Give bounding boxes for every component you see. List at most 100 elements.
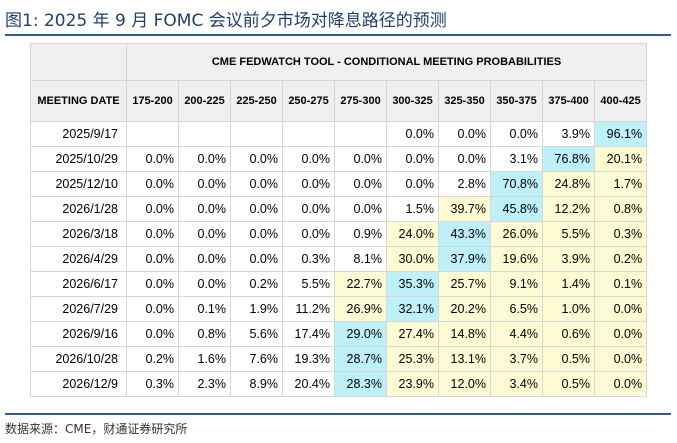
- table-row: 2026/7/29 0.0% 0.1% 1.9% 11.2% 26.9% 32.1% 20.2…: [30, 296, 648, 322]
- probability-cell: 0.0%: [178, 221, 231, 247]
- data-source-note: 数据来源：CME，财通证券研究所: [5, 422, 188, 436]
- probability-cell: 0.0%: [126, 221, 179, 247]
- probability-table: CME FEDWATCH TOOL - CONDITIONAL MEETING …: [30, 43, 648, 397]
- table-row: 2026/6/17 0.0% 0.0% 0.2% 5.5% 22.7% 35.3% 25.7%…: [30, 271, 648, 297]
- probability-cell: 2.8%: [438, 171, 491, 197]
- probability-cell-max: 28.7%: [334, 346, 387, 372]
- probability-cell: 24.8%: [542, 171, 595, 197]
- meeting-date-cell: 2025/9/17: [30, 121, 127, 147]
- rate-range-header: 375-400: [542, 80, 595, 122]
- meeting-date-header: MEETING DATE: [30, 80, 127, 122]
- probability-cell: 3.4%: [490, 371, 543, 397]
- probability-cell-max: 35.3%: [386, 271, 439, 297]
- probability-cell: 0.0%: [178, 196, 231, 222]
- probability-cell: 17.4%: [282, 321, 335, 347]
- probability-table-body: 2025/9/17 0.0% 0.0% 0.0% 3.9% 96.1% 2025/10/29…: [30, 121, 648, 397]
- probability-cell: 14.8%: [438, 321, 491, 347]
- probability-cell: 1.6%: [178, 346, 231, 372]
- rate-range-header: 400-425: [593, 80, 648, 122]
- probability-cell: 5.5%: [542, 221, 595, 247]
- probability-cell: 0.2%: [593, 246, 648, 272]
- probability-cell: 0.8%: [593, 196, 648, 222]
- probability-cell: 3.9%: [542, 246, 595, 272]
- probability-cell-max: 29.0%: [334, 321, 387, 347]
- probability-cell: 1.5%: [386, 196, 439, 222]
- probability-cell: 0.0%: [282, 171, 335, 197]
- probability-cell: 12.0%: [438, 371, 491, 397]
- column-header-row: MEETING DATE 175-200 200-225 225-250 250-27…: [30, 80, 648, 122]
- rate-range-header: 300-325: [386, 80, 439, 122]
- meeting-date-cell: 2026/1/28: [30, 196, 127, 222]
- probability-cell: 0.0%: [334, 196, 387, 222]
- probability-cell-max: 76.8%: [542, 146, 595, 172]
- probability-cell: 24.0%: [386, 221, 439, 247]
- probability-cell-max: 70.8%: [490, 171, 543, 197]
- probability-cell-max: 37.9%: [438, 246, 491, 272]
- probability-cell: 27.4%: [386, 321, 439, 347]
- probability-cell: 0.5%: [542, 346, 595, 372]
- rate-range-header: 175-200: [126, 80, 179, 122]
- table-row: 2026/9/16 0.0% 0.8% 5.6% 17.4% 29.0% 27.4% 14.8…: [30, 321, 648, 347]
- probability-cell: 12.2%: [542, 196, 595, 222]
- probability-cell-max: 32.1%: [386, 296, 439, 322]
- probability-cell: [126, 121, 179, 147]
- probability-cell: 0.0%: [593, 346, 648, 372]
- rate-range-header: 350-375: [490, 80, 543, 122]
- probability-cell: 0.0%: [178, 146, 231, 172]
- rate-range-header: 225-250: [230, 80, 283, 122]
- probability-cell: 8.1%: [334, 246, 387, 272]
- source-divider: [5, 413, 671, 415]
- probability-cell: 0.0%: [126, 146, 179, 172]
- probability-cell: 0.0%: [126, 246, 179, 272]
- probability-cell: 5.6%: [230, 321, 283, 347]
- corner-cell: [30, 43, 127, 81]
- probability-cell: 0.0%: [593, 296, 648, 322]
- table-row: 2025/10/29 0.0% 0.0% 0.0% 0.0% 0.0% 0.0% 0.0% 3.…: [30, 146, 648, 172]
- probability-cell: 19.6%: [490, 246, 543, 272]
- probability-cell: 11.2%: [282, 296, 335, 322]
- probability-cell: 2.3%: [178, 371, 231, 397]
- probability-cell: [178, 121, 231, 147]
- probability-cell: 0.2%: [230, 271, 283, 297]
- rate-range-header: 250-275: [282, 80, 335, 122]
- probability-cell: 23.9%: [386, 371, 439, 397]
- table-row: 2026/10/28 0.2% 1.6% 7.6% 19.3% 28.7% 25.3% 13.…: [30, 346, 648, 372]
- rate-range-header: 275-300: [334, 80, 387, 122]
- probability-cell: [334, 121, 387, 147]
- probability-cell: 0.0%: [230, 221, 283, 247]
- meeting-date-cell: 2025/12/10: [30, 171, 127, 197]
- table-row: 2025/12/10 0.0% 0.0% 0.0% 0.0% 0.0% 0.0% 2.8% 70…: [30, 171, 648, 197]
- figure-title: 图1: 2025 年 9 月 FOMC 会议前夕市场对降息路径的预测: [5, 11, 447, 31]
- probability-cell: 20.1%: [593, 146, 648, 172]
- probability-cell: 0.0%: [178, 246, 231, 272]
- probability-cell: 0.1%: [178, 296, 231, 322]
- probability-cell: 0.0%: [438, 121, 491, 147]
- probability-cell: 3.1%: [490, 146, 543, 172]
- title-divider: [5, 34, 671, 36]
- meeting-date-cell: 2025/10/29: [30, 146, 127, 172]
- probability-cell: 5.5%: [282, 271, 335, 297]
- probability-cell: 0.0%: [282, 221, 335, 247]
- probability-cell-max: 28.3%: [334, 371, 387, 397]
- probability-cell: 0.0%: [334, 146, 387, 172]
- probability-cell: 0.0%: [178, 171, 231, 197]
- probability-table-container: CME FEDWATCH TOOL - CONDITIONAL MEETING …: [30, 43, 648, 397]
- probability-cell: 0.0%: [386, 171, 439, 197]
- meeting-date-cell: 2026/10/28: [30, 346, 127, 372]
- probability-cell: 0.0%: [282, 196, 335, 222]
- probability-cell: 0.0%: [230, 146, 283, 172]
- meeting-date-cell: 2026/3/18: [30, 221, 127, 247]
- table-super-header: CME FEDWATCH TOOL - CONDITIONAL MEETING …: [125, 43, 648, 81]
- table-row: 2026/4/29 0.0% 0.0% 0.0% 0.3% 8.1% 30.0% 37.9% 1…: [30, 246, 648, 272]
- probability-cell: 0.0%: [386, 121, 439, 147]
- probability-cell: 7.6%: [230, 346, 283, 372]
- probability-cell: 20.4%: [282, 371, 335, 397]
- probability-cell: 0.0%: [438, 146, 491, 172]
- probability-cell: 25.3%: [386, 346, 439, 372]
- probability-cell: 0.0%: [593, 371, 648, 397]
- probability-cell: 3.9%: [542, 121, 595, 147]
- table-row: 2025/9/17 0.0% 0.0% 0.0% 3.9% 96.1%: [30, 121, 648, 147]
- probability-cell: 0.0%: [126, 171, 179, 197]
- probability-cell: 0.5%: [542, 371, 595, 397]
- probability-cell: [282, 121, 335, 147]
